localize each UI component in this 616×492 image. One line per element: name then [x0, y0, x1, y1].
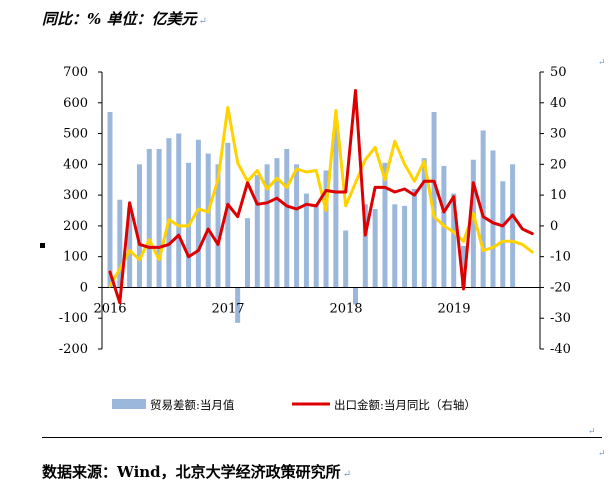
right-tick-label: 40	[550, 96, 567, 111]
bar	[264, 164, 270, 288]
x-tick-label: 2018	[329, 301, 362, 316]
right-tick-label: 50	[550, 65, 567, 80]
return-mark-icon: ↵	[198, 16, 207, 27]
bar	[461, 245, 467, 288]
chart-legend: 贸易差额:当月值 出口金额:当月同比（右轴）	[112, 398, 476, 412]
bar	[284, 148, 290, 288]
return-mark-icon: ↵	[342, 469, 352, 480]
bar	[323, 170, 329, 288]
bar	[490, 150, 496, 288]
right-tick-label: -10	[550, 250, 571, 265]
right-tick-label: -20	[550, 280, 571, 295]
left-tick-label: 600	[63, 96, 88, 111]
bar	[303, 193, 309, 288]
left-tick-label: 0	[80, 280, 88, 295]
bar	[382, 162, 388, 288]
bar	[343, 230, 349, 288]
bar	[470, 159, 476, 288]
bar	[156, 148, 162, 288]
left-tick-label: 200	[63, 219, 88, 234]
right-tick-label: 0	[550, 219, 558, 234]
left-tick-label: 700	[63, 65, 88, 80]
return-mark-icon: ↵	[598, 58, 606, 68]
bar	[215, 164, 221, 288]
left-tick-label: 300	[63, 188, 88, 203]
bar	[235, 287, 241, 323]
right-tick-label: -40	[550, 342, 571, 357]
bar	[353, 287, 358, 305]
data-source-text: 数据来源：Wind，北京大学经济政策研究所	[42, 463, 341, 481]
right-axis-ticks: -40 -30 -20 -10 0 10 20 30 40 50	[540, 65, 571, 357]
bar	[333, 121, 339, 288]
legend-swatch-bars	[112, 399, 146, 409]
bar	[205, 153, 211, 288]
bar	[294, 164, 300, 288]
x-axis-labels: 2016 2017 2018 2019	[93, 301, 470, 316]
bar	[244, 218, 250, 288]
bar	[362, 204, 368, 288]
left-tick-label: 500	[63, 127, 88, 142]
return-mark-icon: ↵	[588, 427, 596, 437]
bar	[402, 205, 408, 288]
chart-header: 同比：% 单位：亿美元 ↵	[42, 8, 207, 29]
import-yoy-line	[108, 105, 534, 288]
right-tick-label: 20	[550, 157, 567, 172]
bar	[127, 207, 133, 288]
bar	[510, 164, 516, 288]
x-tick-label: 2016	[93, 301, 126, 316]
bar	[166, 138, 172, 288]
bullet-marker	[40, 243, 45, 248]
return-mark-icon: ↵	[598, 449, 606, 459]
bar	[480, 130, 486, 288]
x-tick-label: 2019	[437, 301, 470, 316]
divider-line	[42, 437, 602, 438]
x-tick-label: 2017	[211, 301, 244, 316]
bar	[225, 142, 231, 288]
bar	[136, 164, 142, 288]
bar	[176, 133, 182, 288]
right-tick-label: 10	[550, 188, 567, 203]
left-tick-label: -200	[59, 342, 88, 357]
left-tick-label: -100	[59, 311, 88, 326]
bar	[146, 148, 152, 288]
bar	[274, 158, 280, 288]
bar	[411, 188, 417, 288]
legend-label-export: 出口金额:当月同比（右轴）	[334, 398, 476, 412]
bar	[500, 181, 506, 288]
bar	[195, 139, 201, 288]
bar	[451, 193, 457, 288]
bar	[254, 175, 260, 288]
left-tick-label: 100	[63, 250, 88, 265]
bar	[431, 112, 437, 288]
right-tick-label: -30	[550, 311, 571, 326]
chart-header-text: 同比：% 单位：亿美元	[42, 10, 197, 28]
line-series	[108, 89, 534, 305]
left-axis-ticks: -200 -100 0 100 200 300 400 500 600 700	[59, 65, 102, 357]
left-tick-label: 400	[63, 157, 88, 172]
data-source-note: 数据来源：Wind，北京大学经济政策研究所 ↵	[42, 461, 351, 482]
bar	[313, 204, 319, 288]
export-yoy-line	[108, 89, 534, 305]
bar-series	[107, 112, 516, 323]
bar	[117, 199, 123, 288]
bar	[392, 204, 398, 288]
bar	[421, 158, 427, 288]
bar	[107, 112, 113, 288]
right-tick-label: 30	[550, 127, 567, 142]
bar	[372, 208, 378, 288]
legend-label-bars: 贸易差额:当月值	[150, 398, 235, 412]
